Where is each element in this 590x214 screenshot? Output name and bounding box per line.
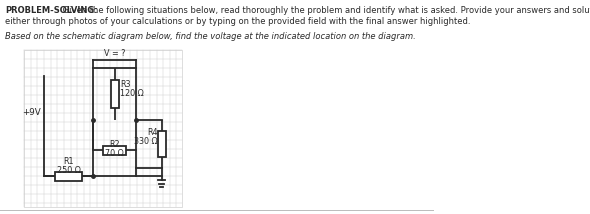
Text: PROBLEM-SOLVING:: PROBLEM-SOLVING:: [5, 6, 98, 15]
Bar: [110, 80, 119, 107]
Text: R4: R4: [148, 128, 158, 137]
Text: V = ?: V = ?: [104, 49, 126, 58]
Text: either through photos of your calculations or by typing on the provided field wi: either through photos of your calculatio…: [5, 17, 471, 26]
Text: 70 Ω: 70 Ω: [105, 149, 124, 158]
Bar: [103, 146, 126, 155]
Text: Given the following situations below, read thoroughly the problem and identify w: Given the following situations below, re…: [60, 6, 590, 15]
Bar: [55, 171, 82, 180]
Text: 330 Ω: 330 Ω: [135, 137, 158, 146]
Text: R3: R3: [120, 80, 130, 89]
Bar: [24, 50, 182, 207]
Text: 250 Ω: 250 Ω: [57, 166, 81, 175]
Text: 120 Ω: 120 Ω: [120, 89, 143, 98]
Text: R1: R1: [64, 157, 74, 166]
Text: Based on the schematic diagram below, find the voltage at the indicated location: Based on the schematic diagram below, fi…: [5, 32, 416, 41]
Text: R2: R2: [109, 140, 120, 149]
Bar: [158, 131, 166, 157]
Text: +9V: +9V: [22, 108, 41, 117]
